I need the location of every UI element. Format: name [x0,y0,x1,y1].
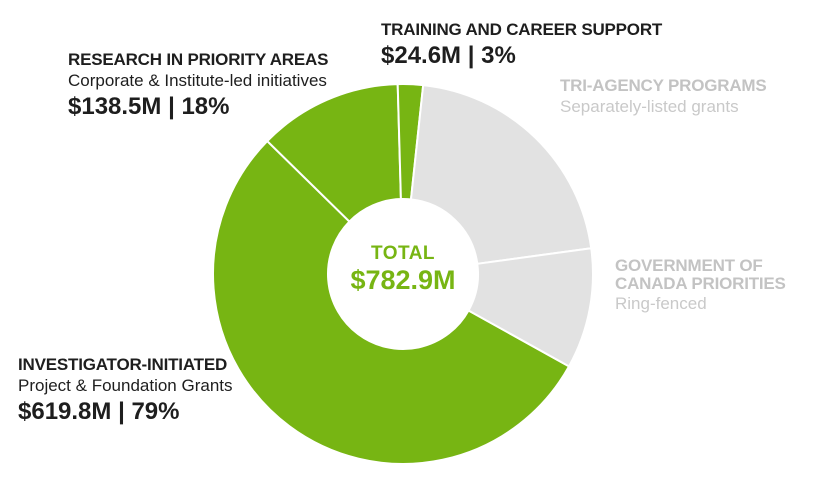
research-amount: $138.5M | 18% [68,93,230,120]
label-government-of-canada-priorities: GOVERNMENT OF CANADA PRIORITIES Ring-fen… [615,257,786,314]
investigator-subtitle: Project & Foundation Grants [18,376,233,395]
investigator-amount: $619.8M | 79% [18,398,180,425]
donut-center-label: TOTAL $782.9M [293,244,513,296]
label-research-in-priority-areas: RESEARCH IN PRIORITY AREAS Corporate & I… [68,50,328,122]
research-title: RESEARCH IN PRIORITY AREAS [68,50,329,69]
tri-agency-title: TRI-AGENCY PROGRAMS [560,76,767,95]
training-title: TRAINING AND CAREER SUPPORT [381,20,663,39]
government-title-line2: CANADA PRIORITIES [615,274,786,293]
tri-agency-subtitle: Separately-listed grants [560,97,739,116]
donut-segment-research-in-priority-areas [265,83,402,223]
label-training-and-career-support: TRAINING AND CAREER SUPPORT $24.6M | 3% [381,20,662,71]
training-amount: $24.6M | 3% [381,42,516,69]
research-subtitle: Corporate & Institute-led initiatives [68,71,327,90]
donut-segment-investigator-initiated [212,139,571,465]
total-value: $782.9M [350,265,456,295]
government-title-line1: GOVERNMENT OF [615,256,763,275]
donut-segment-tri-agency-programs [409,83,593,265]
total-label: TOTAL [370,243,436,264]
government-subtitle: Ring-fenced [615,294,707,313]
label-tri-agency-programs: TRI-AGENCY PROGRAMS Separately-listed gr… [560,76,767,117]
investigator-title: INVESTIGATOR-INITIATED [18,355,228,374]
label-investigator-initiated: INVESTIGATOR-INITIATED Project & Foundat… [18,355,233,427]
donut-segment-government-of-canada-priorities [467,247,594,368]
